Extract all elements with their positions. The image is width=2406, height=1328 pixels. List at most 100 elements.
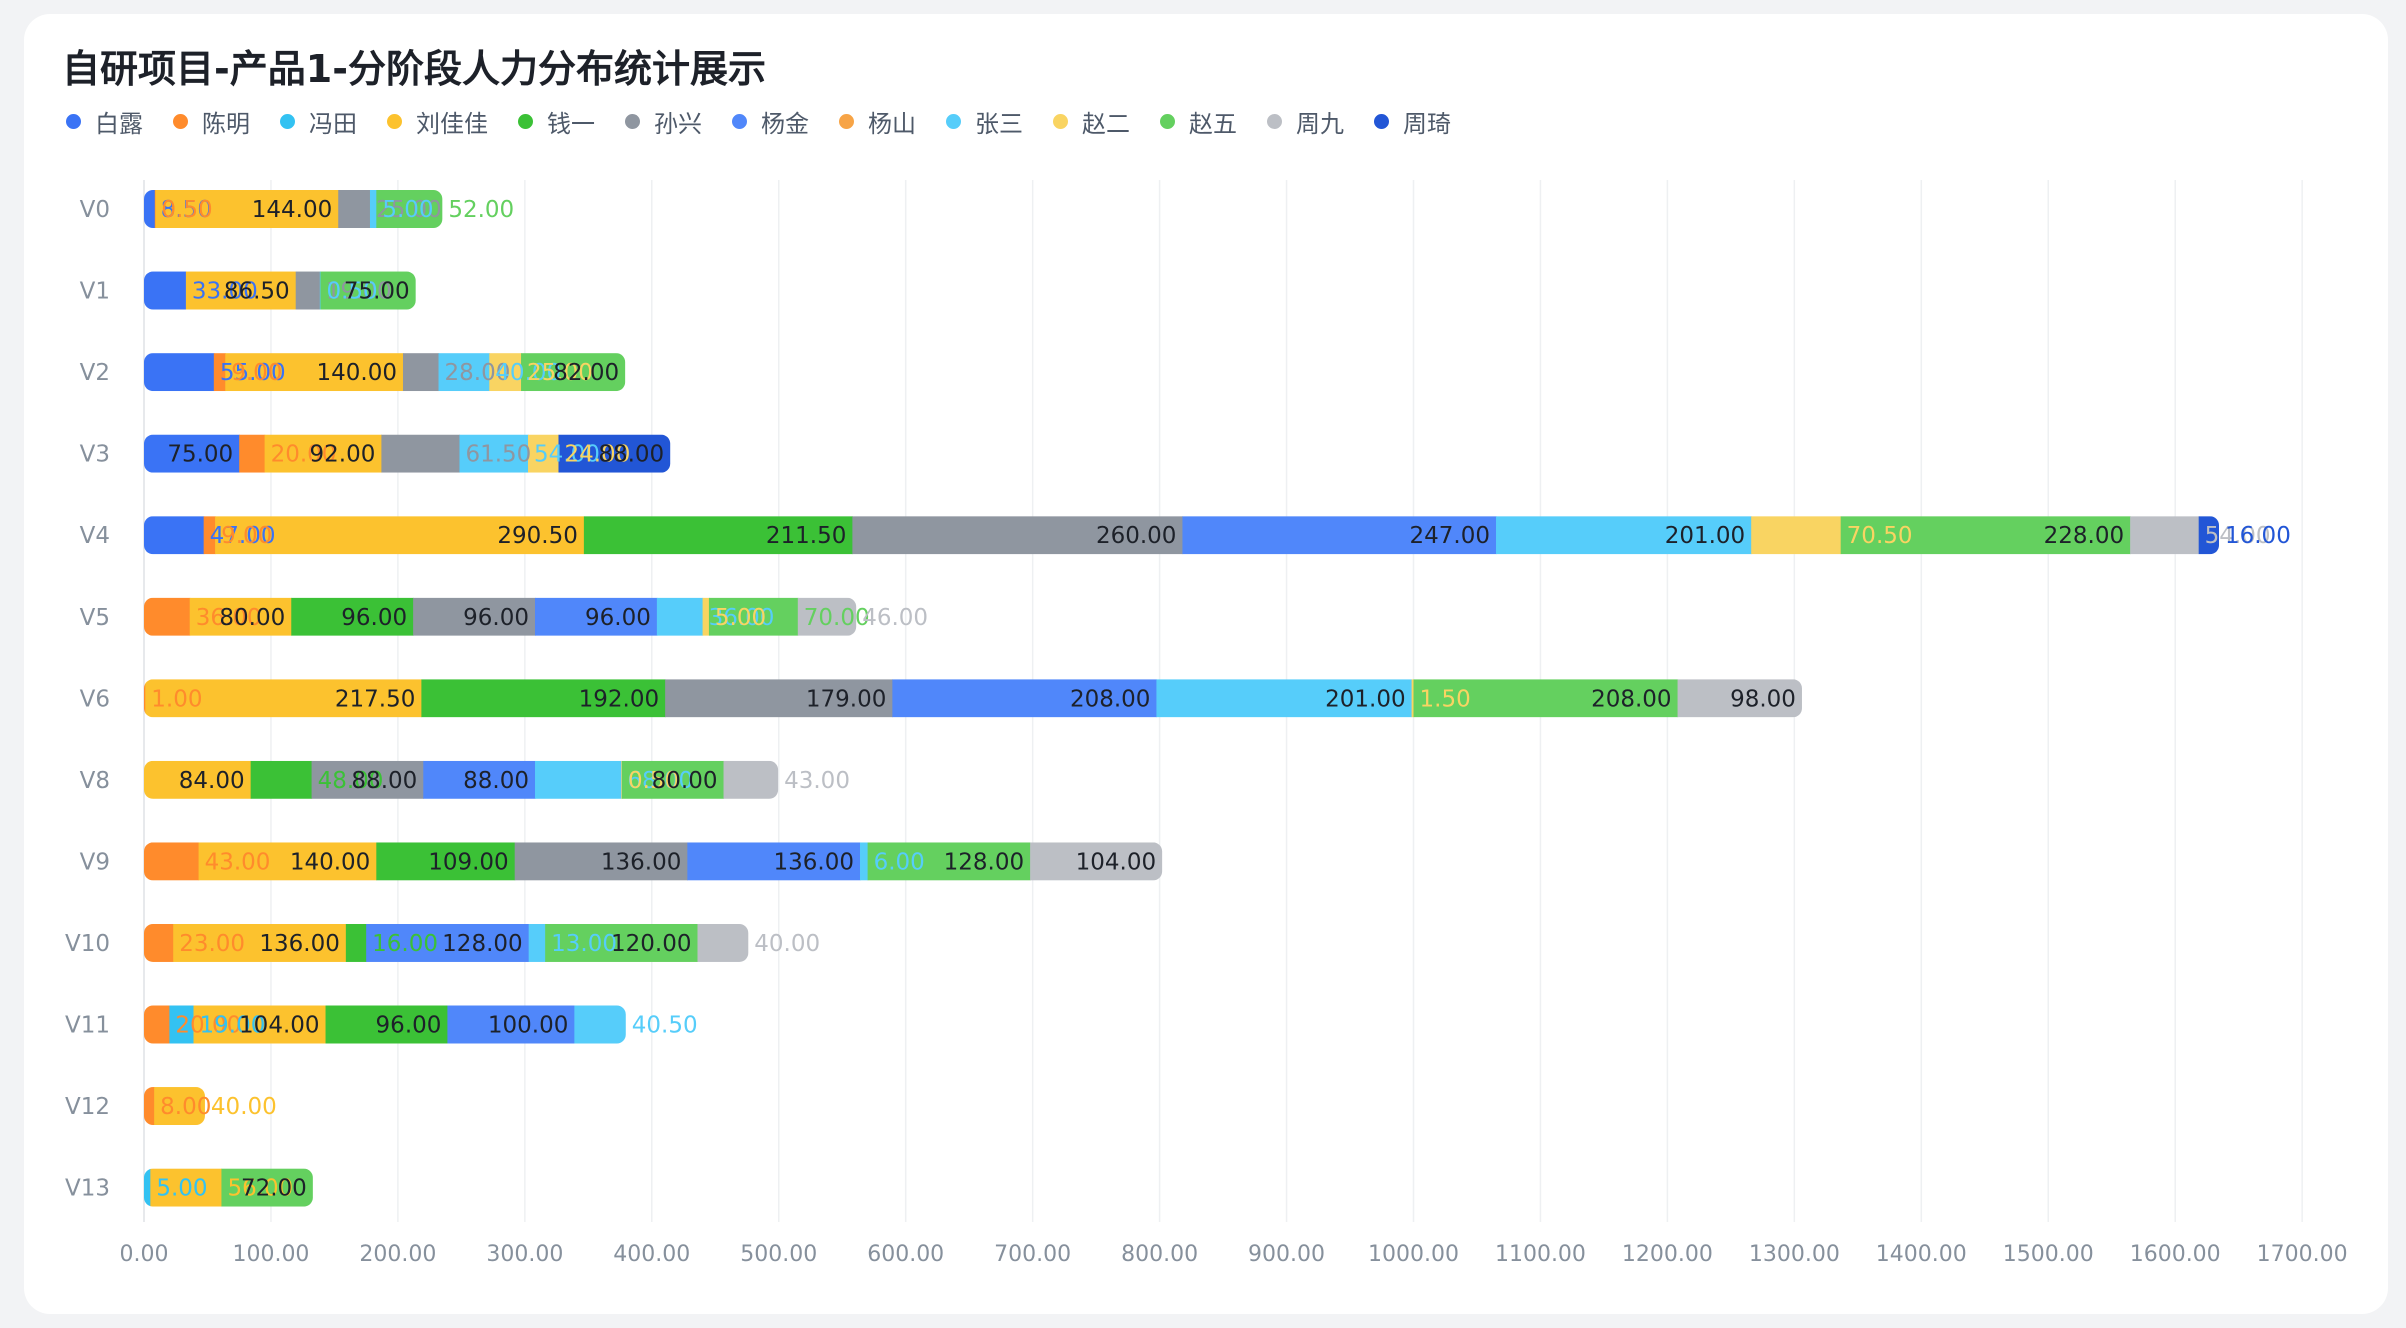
bar-segment[interactable] [621, 760, 623, 799]
bar-segment[interactable] [185, 271, 297, 310]
bar-segment[interactable] [1030, 842, 1163, 881]
bar-segment[interactable] [215, 516, 585, 555]
bar-segment[interactable] [687, 842, 861, 881]
bar-segment[interactable] [144, 190, 156, 228]
bar-segment[interactable] [381, 434, 461, 473]
legend-item[interactable]: 白露 [66, 104, 143, 139]
bar-segment[interactable] [154, 190, 157, 228]
bar-segment[interactable] [2130, 516, 2200, 555]
bar-segment[interactable] [320, 271, 416, 310]
bar-segment[interactable] [264, 434, 382, 473]
bar-segment[interactable] [1496, 516, 1752, 555]
bar-segment[interactable] [239, 434, 266, 473]
bar-segment[interactable] [189, 597, 292, 636]
bar-segment[interactable] [221, 1168, 313, 1207]
bar-segment[interactable] [1182, 516, 1497, 555]
bar-segment[interactable] [1411, 679, 1415, 718]
bar-segment[interactable] [2198, 516, 2220, 555]
bar-segment[interactable] [521, 353, 626, 392]
bar-segment[interactable] [250, 760, 313, 799]
bar-segment[interactable] [144, 353, 215, 392]
bar-segment[interactable] [528, 923, 546, 962]
bar-segment[interactable] [338, 190, 371, 228]
bar-segment[interactable] [558, 434, 671, 473]
bar-segment[interactable] [656, 597, 704, 636]
bar-segment[interactable] [545, 923, 699, 962]
bar-segment[interactable] [155, 190, 339, 228]
bar-segment[interactable] [528, 434, 560, 473]
bar-segment[interactable] [376, 190, 443, 228]
bar-segment[interactable] [145, 679, 422, 718]
bar-segment[interactable] [867, 842, 1031, 881]
bar-segment[interactable] [535, 597, 658, 636]
bar-segment[interactable] [402, 353, 440, 392]
bar-segment[interactable] [295, 271, 321, 310]
bar-segment[interactable] [852, 516, 1184, 555]
bar-segment[interactable] [859, 842, 869, 881]
bar-segment[interactable] [1751, 516, 1842, 555]
bar-segment[interactable] [459, 434, 529, 473]
bar-segment[interactable] [514, 842, 688, 881]
bar-segment[interactable] [311, 760, 424, 799]
bar-segment[interactable] [173, 923, 347, 962]
bar-segment[interactable] [144, 760, 252, 799]
bar-segment[interactable] [366, 923, 530, 962]
bar-segment[interactable] [892, 679, 1158, 718]
legend-item[interactable]: 钱一 [518, 104, 595, 139]
bar-segment[interactable] [203, 516, 216, 555]
bar-segment[interactable] [376, 842, 516, 881]
bar-segment[interactable] [144, 1087, 155, 1126]
bar-segment[interactable] [225, 353, 404, 392]
legend-item[interactable]: 孙兴 [625, 104, 702, 139]
bar-segment[interactable] [325, 1005, 449, 1044]
bar-segment[interactable] [144, 1005, 170, 1044]
bar-segment[interactable] [144, 923, 174, 962]
bar-segment[interactable] [708, 597, 799, 636]
bar-segment[interactable] [621, 760, 725, 799]
bar-segment[interactable] [144, 271, 187, 310]
bar-segment[interactable] [413, 597, 536, 636]
bar-segment[interactable] [702, 597, 710, 636]
bar-segment[interactable] [291, 597, 414, 636]
bar-segment[interactable] [583, 516, 853, 555]
bar-segment[interactable] [144, 679, 146, 718]
bar-segment[interactable] [198, 842, 377, 881]
bar-segment[interactable] [1413, 679, 1679, 718]
bar-segment[interactable] [144, 597, 191, 636]
legend-item[interactable]: 周九 [1267, 104, 1344, 139]
legend-item[interactable]: 冯田 [280, 104, 357, 139]
bar-segment[interactable] [535, 760, 622, 799]
bar-segment[interactable] [723, 760, 779, 799]
bar-segment[interactable] [144, 1168, 151, 1207]
bar-segment[interactable] [438, 353, 490, 392]
bar-segment[interactable] [1677, 679, 1803, 718]
bar-segment[interactable] [144, 434, 240, 473]
legend-item[interactable]: 杨山 [839, 104, 916, 139]
bar-segment[interactable] [665, 679, 893, 718]
legend-item[interactable]: 刘佳佳 [387, 104, 488, 139]
bar-segment[interactable] [1156, 679, 1413, 718]
bar-segment[interactable] [193, 1005, 327, 1044]
bar-segment[interactable] [489, 353, 522, 392]
legend-item[interactable]: 周琦 [1374, 104, 1451, 139]
bar-segment[interactable] [423, 760, 536, 799]
bar-segment[interactable] [319, 271, 322, 310]
legend-item[interactable]: 张三 [946, 104, 1023, 139]
bar-segment[interactable] [574, 1005, 626, 1044]
bar-segment[interactable] [369, 190, 377, 228]
legend-item[interactable]: 陈明 [173, 104, 250, 139]
bar-segment[interactable] [169, 1005, 195, 1044]
bar-segment[interactable] [447, 1005, 575, 1044]
legend-item[interactable]: 赵五 [1160, 104, 1237, 139]
bar-segment[interactable] [421, 679, 666, 718]
bar-segment[interactable] [144, 516, 205, 555]
bar-segment[interactable] [150, 1168, 223, 1207]
bar-segment[interactable] [697, 923, 749, 962]
bar-segment[interactable] [1840, 516, 2131, 555]
legend-item[interactable]: 杨金 [732, 104, 809, 139]
legend-item[interactable]: 赵二 [1053, 104, 1130, 139]
bar-segment[interactable] [797, 597, 857, 636]
bar-segment[interactable] [213, 353, 226, 392]
bar-segment[interactable] [144, 842, 200, 881]
bar-segment[interactable] [154, 1087, 205, 1126]
